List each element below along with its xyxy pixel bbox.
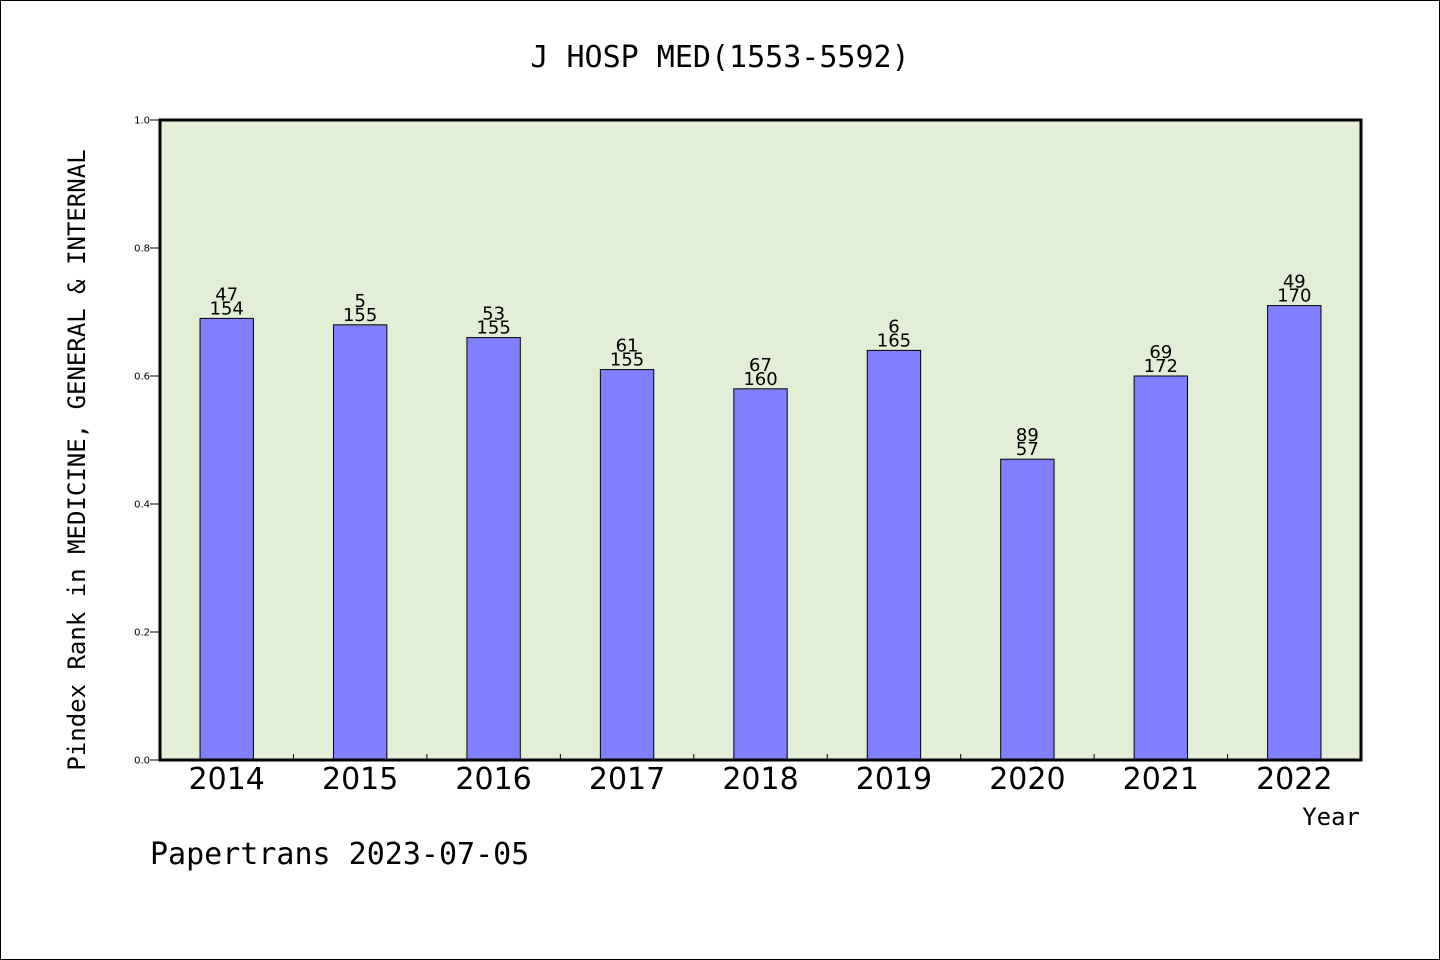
bar (733, 388, 788, 761)
bar-rank-label: 49 (1283, 272, 1306, 293)
bar-total-label: 155 (343, 305, 377, 326)
y-tick-label: 0.2 (134, 628, 150, 639)
bar-total-label: 160 (743, 369, 777, 390)
bar (466, 337, 521, 761)
bar-rank-label: 67 (749, 355, 772, 376)
bar-total-label: 155 (610, 350, 644, 371)
bar-total-label: 170 (1277, 286, 1311, 307)
bar-total-label: 57 (1016, 439, 1039, 460)
y-tick-label: 0.4 (134, 500, 150, 511)
bar-rank-label: 69 (1149, 342, 1172, 363)
x-tick-label: 2017 (589, 762, 665, 797)
x-tick-label: 2021 (1123, 762, 1199, 797)
bar (866, 349, 922, 761)
bar-rank-label: 89 (1016, 425, 1039, 446)
bar (1133, 375, 1189, 761)
bar-rank-label: 47 (215, 284, 238, 305)
bar (199, 317, 254, 761)
bar-total-label: 154 (210, 298, 244, 319)
bar (332, 324, 388, 761)
bar (1000, 458, 1055, 761)
y-tick-label: 0.8 (134, 244, 150, 255)
bar (599, 369, 655, 761)
x-axis: 2014 2015 2016 2017 2018 2019 2020 2021 2022 (189, 754, 1332, 797)
bar-total-label: 172 (1144, 356, 1178, 377)
plot-border (158, 118, 1363, 762)
chart-title: J HOSP MED(1553-5592) (530, 40, 909, 75)
bar-rank-label: 53 (482, 304, 505, 325)
y-tick-label: 1.0 (134, 116, 150, 127)
x-tick-label: 2022 (1256, 762, 1332, 797)
bar-total-label: 165 (877, 330, 911, 351)
x-tick-label: 2020 (989, 762, 1065, 797)
y-tick-label: 0.6 (134, 372, 150, 383)
y-tick-label: 0.0 (134, 756, 150, 767)
bar-rank-label: 61 (616, 336, 639, 357)
bar-total-label: 155 (476, 318, 510, 339)
x-tick-label: 2014 (189, 762, 265, 797)
x-tick-label: 2019 (856, 762, 932, 797)
x-tick-label: 2018 (722, 762, 798, 797)
footer-text: Papertrans 2023-07-05 (150, 837, 529, 872)
x-tick-label: 2015 (322, 762, 398, 797)
bar (1267, 305, 1322, 761)
x-tick-label: 2016 (455, 762, 531, 797)
y-axis: 0.0 0.2 0.4 0.6 0.8 1.0 (134, 116, 160, 767)
bar-rank-label: 5 (354, 291, 365, 312)
y-axis-label: Pindex Rank in MEDICINE, GENERAL & INTER… (63, 149, 91, 770)
x-axis-label: Year (1302, 803, 1360, 831)
bar-rank-label: 6 (888, 316, 899, 337)
